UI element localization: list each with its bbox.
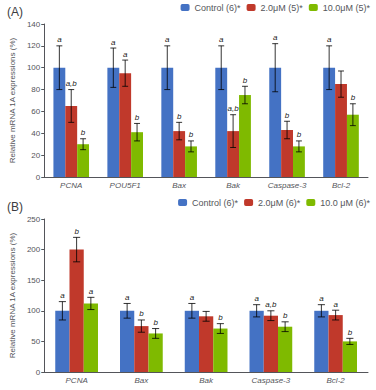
svg-text:a: a: [190, 293, 195, 302]
svg-text:Bax: Bax: [134, 376, 149, 385]
svg-text:a: a: [111, 38, 116, 47]
svg-text:b: b: [139, 309, 144, 318]
svg-text:a: a: [219, 35, 224, 44]
svg-text:Caspase-3: Caspase-3: [252, 376, 291, 385]
svg-text:120: 120: [27, 41, 41, 50]
svg-text:b: b: [351, 93, 356, 102]
svg-text:Bcl-2: Bcl-2: [327, 376, 346, 385]
svg-text:100: 100: [27, 306, 41, 315]
svg-text:PCNA: PCNA: [66, 376, 88, 385]
svg-text:Bak: Bak: [199, 376, 214, 385]
svg-text:a: a: [319, 294, 324, 303]
svg-text:150: 150: [27, 276, 41, 285]
svg-text:POU5F1: POU5F1: [110, 181, 141, 190]
svg-text:b: b: [153, 318, 158, 327]
svg-text:a: a: [273, 33, 278, 42]
svg-text:a: a: [57, 35, 62, 44]
svg-text:a,b: a,b: [265, 300, 277, 309]
svg-text:b: b: [297, 130, 302, 139]
svg-text:b: b: [177, 112, 182, 121]
svg-text:b: b: [243, 76, 248, 85]
svg-text:PCNA: PCNA: [60, 181, 82, 190]
svg-text:80: 80: [31, 85, 40, 94]
svg-text:b: b: [283, 311, 288, 320]
svg-text:10.0 μM (6)*: 10.0 μM (6)*: [320, 198, 370, 208]
svg-text:50: 50: [31, 337, 40, 346]
svg-text:10.0μM (5)*: 10.0μM (5)*: [323, 3, 371, 13]
svg-text:100: 100: [27, 63, 41, 72]
svg-text:2.0μM (6)*: 2.0μM (6)*: [258, 198, 301, 208]
svg-text:Bax: Bax: [172, 181, 187, 190]
svg-text:250: 250: [27, 215, 41, 224]
svg-text:Control (6)*: Control (6)*: [195, 3, 242, 13]
svg-text:a: a: [327, 35, 332, 44]
svg-text:b: b: [218, 313, 223, 322]
svg-text:a: a: [123, 50, 128, 59]
svg-text:a: a: [60, 291, 65, 300]
svg-text:(B): (B): [7, 200, 23, 214]
svg-text:a: a: [165, 35, 170, 44]
svg-text:b: b: [348, 328, 353, 337]
svg-text:140: 140: [27, 20, 41, 29]
svg-text:0: 0: [36, 368, 41, 377]
svg-text:b: b: [74, 227, 79, 236]
svg-text:(A): (A): [7, 5, 23, 19]
svg-text:b: b: [135, 113, 140, 122]
svg-text:a,b: a,b: [66, 79, 78, 88]
svg-text:Relative mRNA 1A expressions (: Relative mRNA 1A expressions (%): [8, 37, 17, 163]
svg-text:20: 20: [31, 151, 40, 160]
svg-text:Control (6)*: Control (6)*: [192, 198, 239, 208]
svg-text:a,b: a,b: [228, 104, 240, 113]
svg-text:a: a: [333, 300, 338, 309]
svg-text:Bak: Bak: [226, 181, 241, 190]
svg-text:Relative mRNA 1A expressions (: Relative mRNA 1A expressions (%): [8, 232, 17, 358]
svg-text:a: a: [89, 287, 94, 296]
svg-text:Caspase-3: Caspase-3: [268, 181, 307, 190]
svg-text:2.0μM (5)*: 2.0μM (5)*: [261, 3, 304, 13]
svg-text:60: 60: [31, 107, 40, 116]
svg-text:a: a: [254, 294, 259, 303]
svg-text:40: 40: [31, 129, 40, 138]
svg-text:b: b: [189, 130, 194, 139]
svg-text:0: 0: [36, 173, 41, 182]
svg-text:Bcl-2: Bcl-2: [332, 181, 351, 190]
svg-text:a: a: [125, 293, 130, 302]
svg-text:200: 200: [27, 245, 41, 254]
svg-text:b: b: [285, 111, 290, 120]
svg-text:b: b: [81, 128, 86, 137]
